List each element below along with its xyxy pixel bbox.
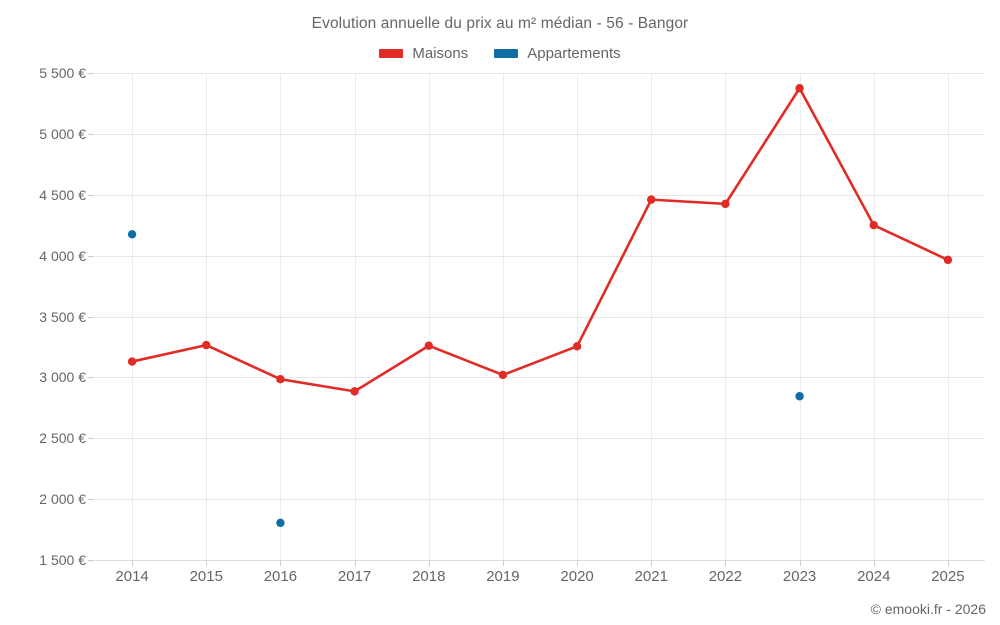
data-point-maisons[interactable] (647, 195, 656, 204)
x-axis-tick-mark (206, 560, 208, 566)
y-axis-tick-mark (88, 194, 94, 196)
gridline-vertical (132, 73, 134, 560)
data-point-appartements[interactable] (795, 392, 804, 401)
gridline-vertical (428, 73, 430, 560)
legend-swatch-appartements (494, 49, 519, 58)
x-axis-tick-label: 2014 (115, 568, 149, 585)
gridline-vertical (947, 73, 949, 560)
x-axis-tick-label: 2018 (412, 568, 446, 585)
x-axis-tick-label: 2021 (634, 568, 668, 585)
x-axis-tick-label: 2016 (263, 568, 298, 585)
gridline-horizontal (95, 377, 985, 379)
y-axis-tick-mark (88, 377, 94, 379)
x-axis-tick-label: 2017 (337, 568, 372, 585)
data-point-maisons[interactable] (795, 84, 804, 93)
x-axis-tick-mark (354, 560, 356, 566)
data-point-maisons[interactable] (943, 255, 953, 265)
legend-label-maisons: Maisons (412, 45, 469, 62)
data-point-appartements[interactable] (127, 230, 137, 239)
gridline-horizontal (95, 73, 985, 74)
gridline-vertical (354, 73, 356, 560)
gridline-vertical (502, 73, 504, 560)
legend-item-maisons[interactable]: Maisons (379, 45, 468, 62)
data-point-maisons[interactable] (276, 375, 285, 384)
plot-area (95, 73, 985, 561)
gridline-horizontal (95, 499, 985, 501)
legend-item-appartements[interactable]: Appartements (494, 45, 621, 62)
data-point-maisons[interactable] (572, 342, 582, 351)
x-axis-tick-mark (280, 560, 282, 566)
gridline-horizontal (95, 194, 985, 196)
y-axis-tick-mark (88, 73, 94, 74)
data-point-maisons[interactable] (350, 387, 359, 396)
x-axis-tick-mark (947, 560, 949, 566)
chart-legend: Maisons Appartements (0, 45, 1000, 62)
y-axis-tick-mark (88, 560, 94, 561)
data-point-maisons[interactable] (721, 199, 730, 209)
y-axis-tick-label: 3 000 € (39, 369, 86, 386)
x-axis-tick-mark (132, 560, 134, 566)
y-axis-tick-mark (88, 438, 94, 440)
data-point-maisons[interactable] (127, 357, 137, 366)
x-axis-tick-label: 2015 (189, 568, 223, 585)
y-axis-tick-label: 3 500 € (39, 308, 86, 325)
data-point-maisons[interactable] (424, 341, 433, 350)
x-axis-tick-label: 2019 (486, 568, 520, 585)
gridline-horizontal (95, 133, 985, 135)
y-axis-tick-label: 5 000 € (39, 125, 86, 142)
data-point-maisons[interactable] (202, 340, 211, 350)
x-axis-tick-label: 2023 (782, 568, 817, 585)
gridline-vertical (206, 73, 208, 560)
y-axis-tick-mark (88, 316, 94, 318)
data-point-appartements[interactable] (276, 518, 285, 528)
gridline-vertical (725, 73, 727, 560)
x-axis-tick-label: 2024 (857, 568, 891, 585)
legend-swatch-maisons (379, 49, 404, 58)
y-axis: 1 500 € 2 000 € 2 500 € 3 000 € 3 500 € 4 000… (0, 0, 86, 625)
gridline-vertical (873, 73, 875, 560)
gridline-vertical (577, 73, 579, 560)
x-axis-tick-mark (725, 560, 727, 566)
gridline-horizontal (95, 316, 985, 318)
y-axis-tick-label: 2 500 € (39, 430, 86, 447)
chart-title: Evolution annuelle du prix au m² médian … (311, 15, 689, 32)
x-axis-line (95, 560, 985, 561)
gridline-vertical (651, 73, 653, 560)
x-axis-tick-mark (651, 560, 653, 566)
x-axis-tick-mark (502, 560, 504, 566)
x-axis-tick-mark (428, 560, 430, 566)
footer-credit: © emooki.fr - 2026 (870, 601, 986, 617)
gridline-horizontal (95, 438, 985, 440)
gridline-horizontal (95, 255, 985, 257)
y-axis-tick-label: 4 000 € (39, 247, 86, 264)
y-axis-tick-mark (88, 133, 94, 135)
y-axis-tick-mark (88, 255, 94, 257)
gridline-vertical (280, 73, 282, 560)
y-axis-tick-label: 2 000 € (39, 491, 86, 508)
x-axis-tick-label: 2022 (708, 568, 743, 585)
y-axis-tick-mark (88, 499, 94, 501)
y-axis-tick-label: 1 500 € (39, 552, 86, 568)
x-axis-tick-mark (799, 560, 801, 566)
y-axis-tick-label: 4 500 € (39, 186, 86, 203)
x-axis-tick-label: 2020 (560, 568, 594, 585)
legend-label-appartements: Appartements (527, 45, 621, 62)
y-axis-tick-label: 5 500 € (39, 65, 86, 81)
series-line-maisons (130, 86, 950, 393)
x-axis-tick-mark (873, 560, 875, 566)
data-point-maisons[interactable] (869, 220, 878, 230)
gridline-vertical (799, 73, 801, 560)
x-axis-tick-label: 2025 (931, 568, 965, 585)
data-point-maisons[interactable] (498, 370, 508, 380)
x-axis-tick-mark (577, 560, 579, 566)
